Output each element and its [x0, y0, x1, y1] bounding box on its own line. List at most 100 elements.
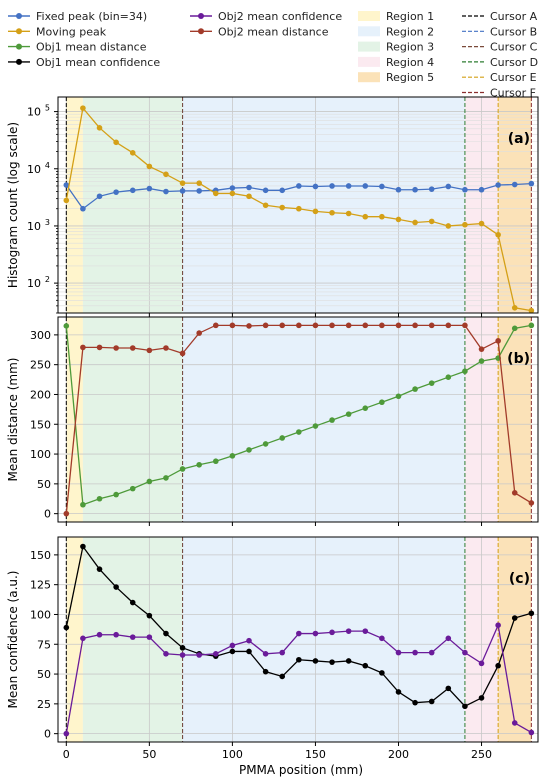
data-point	[146, 185, 153, 192]
legend-entry-obj2-mean-confidence: Obj2 mean confidence	[190, 10, 342, 23]
data-point	[212, 190, 219, 197]
data-point	[229, 190, 236, 197]
data-point	[345, 183, 352, 189]
data-point	[246, 193, 252, 200]
data-point	[395, 649, 402, 656]
data-point	[296, 656, 302, 663]
x-ticks: 0 50 100 150 200 250	[63, 742, 492, 761]
data-point	[246, 447, 252, 453]
data-point	[179, 466, 186, 472]
data-point	[129, 187, 136, 194]
y-tick-label: 10	[27, 163, 41, 176]
data-point	[212, 651, 219, 657]
x-ticks	[65, 522, 483, 526]
data-point	[279, 204, 286, 211]
data-point	[96, 344, 103, 351]
data-point	[196, 180, 202, 186]
legend-entry-obj2-mean-distance: Obj2 mean distance	[190, 25, 329, 38]
x-tick-label: 150	[305, 748, 326, 761]
legend-label: Cursor F	[490, 87, 536, 100]
data-point	[146, 347, 153, 354]
data-point	[196, 188, 202, 194]
data-point	[462, 322, 468, 329]
data-point	[495, 182, 501, 188]
plot-area	[58, 317, 538, 522]
data-point	[113, 631, 119, 638]
data-point	[362, 213, 369, 220]
data-point	[528, 500, 535, 506]
gridlines	[58, 317, 538, 522]
data-point	[179, 180, 186, 186]
data-point	[379, 399, 385, 406]
legend-label: Obj2 mean confidence	[218, 10, 342, 23]
data-point	[511, 615, 518, 621]
data-point	[412, 219, 418, 226]
y-tick-label: 10	[27, 220, 41, 233]
y-tick-label: 75	[37, 638, 51, 651]
y-axis-label: Mean distance (mm)	[6, 358, 20, 482]
data-point	[229, 648, 236, 655]
data-point	[63, 510, 70, 517]
region-region-5	[498, 537, 532, 742]
legend-marker	[198, 13, 204, 19]
data-point	[345, 658, 352, 664]
data-point	[163, 651, 169, 657]
data-point	[395, 186, 402, 193]
data-point	[528, 307, 535, 313]
data-point	[329, 629, 335, 636]
legend-entry-cursor-a: Cursor A	[462, 10, 538, 23]
data-point	[80, 105, 86, 111]
data-point	[146, 612, 153, 619]
data-point	[80, 501, 86, 508]
y-tick-label: 10	[27, 277, 41, 290]
data-point	[345, 628, 352, 634]
data-point	[113, 139, 119, 146]
legend-label: Fixed peak (bin=34)	[36, 10, 147, 23]
legend-entry-region-3: Region 3	[358, 41, 434, 54]
data-point	[296, 322, 302, 329]
data-point	[262, 441, 269, 447]
data-point	[511, 489, 518, 496]
legend-entry-cursor-b: Cursor B	[462, 25, 537, 38]
y-tick-label: 150	[30, 418, 51, 431]
y-tick-label-exponent: 3	[45, 218, 50, 227]
data-point	[296, 630, 302, 637]
data-point	[329, 659, 335, 665]
data-point	[445, 635, 452, 642]
y-tick-label: 25	[37, 698, 51, 711]
y-tick-label: 150	[30, 549, 51, 562]
plot-area	[58, 537, 538, 742]
legend-marker	[16, 43, 22, 50]
data-point	[445, 183, 452, 190]
legend-swatch	[358, 26, 380, 37]
panel-c: 0 25 50 75 100 125 150 0 50 100 150 200 250 Mean conf…	[6, 536, 539, 761]
data-point	[478, 186, 485, 193]
y-tick-label: 125	[30, 579, 51, 592]
data-point	[63, 197, 70, 204]
data-point	[63, 730, 70, 737]
data-point	[511, 325, 518, 332]
data-point	[528, 180, 535, 187]
legend-entry-moving-peak: Moving peak	[8, 25, 107, 38]
data-point	[462, 186, 468, 193]
plot-frame	[57, 316, 539, 523]
data-point	[379, 670, 385, 676]
data-point	[345, 322, 352, 329]
series-obj1-mean-confidence	[63, 543, 535, 710]
data-point	[63, 624, 70, 631]
legend-marker	[16, 58, 22, 65]
data-point	[428, 186, 435, 192]
data-point	[478, 695, 485, 701]
data-point	[163, 630, 169, 637]
legend-swatch	[358, 72, 380, 83]
legend-label: Obj2 mean distance	[218, 25, 329, 38]
data-point	[262, 187, 269, 194]
data-point	[246, 648, 252, 655]
legend-marker	[16, 13, 22, 19]
y-tick-label: 10	[27, 106, 41, 119]
data-point	[445, 223, 452, 229]
data-point	[445, 374, 452, 380]
data-point	[312, 208, 319, 215]
data-point	[428, 649, 435, 656]
